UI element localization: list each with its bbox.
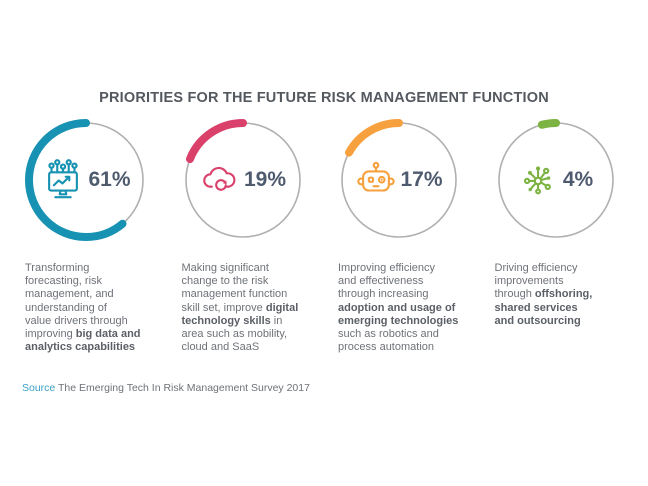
priority-card: 17% Improving efficiency and effectivene… [335, 118, 492, 354]
donut-ring-svg [181, 119, 304, 241]
donut-ring-svg [25, 119, 147, 241]
priority-card: 4% Driving efficiency improvements throu… [492, 118, 648, 354]
percentage-label: 4% [562, 168, 594, 191]
donut-center: 61% [24, 118, 148, 242]
donut-arc [494, 119, 617, 241]
donut-center: 17% [337, 118, 461, 242]
source-text: The Emerging Tech In Risk Management Sur… [58, 381, 310, 394]
donut-center: 19% [181, 118, 305, 242]
card-description: Making significant change to the risk ma… [181, 262, 299, 354]
donut-arc [181, 119, 304, 241]
priority-card: 19% Making significant change to the ris… [179, 118, 336, 354]
cloud-sync-icon [199, 159, 241, 201]
percentage-label: 19% [243, 168, 287, 191]
percentage-label: 17% [400, 168, 443, 191]
network-hub-icon [518, 159, 560, 201]
priority-card: 61% Transforming forecasting, risk manag… [22, 118, 179, 354]
card-description: Improving efficiency and effectiveness t… [338, 262, 459, 354]
donut-ring-svg [494, 119, 617, 241]
donut-chart: 61% [24, 118, 148, 242]
card-description: Driving efficiency improvements through … [494, 262, 593, 327]
donut-ring-svg [338, 119, 460, 241]
donut-chart: 17% [337, 118, 461, 242]
donut-center: 4% [494, 118, 618, 242]
source-label: Source [22, 381, 56, 394]
card-description: Transforming forecasting, risk managemen… [25, 262, 141, 354]
donut-chart: 4% [494, 118, 618, 242]
chart-title: PRIORITIES FOR THE FUTURE RISK MANAGEMEN… [99, 90, 549, 106]
donut-arc [25, 119, 147, 241]
donut-arc [338, 119, 460, 241]
source-note: Source The Emerging Tech In Risk Managem… [22, 382, 310, 394]
percentage-label: 61% [88, 168, 131, 191]
analytics-monitor-icon [41, 158, 85, 202]
donut-chart: 19% [181, 118, 305, 242]
robot-icon [355, 159, 397, 201]
donut-row: 61% Transforming forecasting, risk manag… [0, 118, 648, 354]
